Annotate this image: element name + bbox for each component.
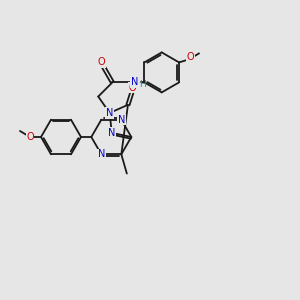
Text: N: N: [98, 149, 105, 159]
Text: O: O: [98, 57, 105, 67]
Text: O: O: [129, 82, 136, 92]
Text: O: O: [26, 132, 34, 142]
Text: N: N: [118, 115, 125, 125]
Text: N: N: [106, 108, 113, 118]
Text: H: H: [139, 80, 146, 89]
Text: O: O: [186, 52, 194, 62]
Text: N: N: [108, 128, 116, 138]
Text: N: N: [131, 77, 138, 87]
